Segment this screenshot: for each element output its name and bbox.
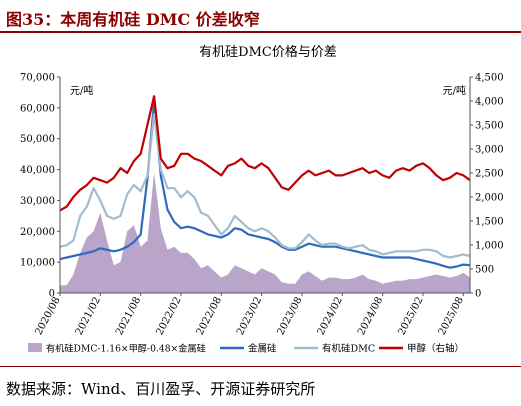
legend-label: 金属硅	[248, 343, 277, 355]
y-right-tick-label: 2,500	[475, 169, 504, 180]
legend-item-spread: 有机硅DMC-1.16×甲醇-0.48×金属硅	[28, 343, 206, 355]
source-rule	[0, 366, 521, 367]
y-right-tick-label: 1,500	[475, 217, 504, 228]
y-right-tick-label: 0	[475, 289, 481, 300]
y-right-tick-label: 2,000	[475, 193, 504, 204]
y-left-tick-label: 60,000	[20, 103, 55, 114]
tick-labels: 0 10,000 20,000 30,000 40,000 50,000 60,000 70,…	[20, 73, 504, 338]
y-right-tick-label: 3,000	[475, 145, 504, 156]
x-tick-label: 2023/08	[275, 295, 304, 337]
series-line-dmc	[59, 112, 471, 259]
x-tick-label: 2020/08	[33, 295, 62, 337]
series-line-methanol	[59, 95, 471, 212]
x-tick-label: 2023/02	[235, 295, 264, 337]
title-rule	[0, 31, 521, 33]
legend-label: 有机硅DMC-1.16×甲醇-0.48×金属硅	[46, 343, 206, 355]
y-left-tick-label: 40,000	[20, 165, 55, 176]
y-right-tick-label: 3,500	[475, 121, 504, 132]
area-layer	[60, 172, 470, 293]
y-left-tick-label: 20,000	[20, 227, 55, 238]
y-left-tick-label: 70,000	[20, 73, 55, 84]
x-tick-label: 2022/02	[154, 295, 183, 337]
chart: 有机硅DMC价格与价差 元/吨 元/吨 0 10,000 20,000 30,000 4…	[20, 44, 504, 355]
y-right-tick-label: 4,500	[475, 73, 504, 84]
y-left-tick-label: 50,000	[20, 134, 55, 145]
x-tick-label: 2025/08	[437, 295, 466, 337]
series-area-spread	[60, 172, 470, 293]
legend-item-methanol: 甲醇（右轴）	[379, 343, 464, 355]
legend-item-metal-silicon: 金属硅	[220, 343, 277, 355]
series-line-metal-silicon	[59, 100, 471, 269]
figure-label: 图35：	[6, 10, 61, 29]
figure-heading: 本周有机硅 DMC 价差收窄	[60, 10, 260, 29]
x-tick-label: 2025/02	[396, 295, 425, 337]
x-tick-label: 2021/08	[114, 295, 143, 337]
x-tick-label: 2022/08	[195, 295, 224, 337]
y-right-tick-label: 1,000	[475, 241, 504, 252]
legend-label: 甲醇（右轴）	[407, 343, 464, 355]
y-left-unit: 元/吨	[70, 84, 93, 97]
x-tick-label: 2024/02	[316, 295, 345, 337]
legend: 有机硅DMC-1.16×甲醇-0.48×金属硅 金属硅 有机硅DMC 甲醇（右轴）	[28, 343, 464, 355]
y-left-tick-label: 30,000	[20, 196, 55, 207]
axes	[57, 76, 473, 296]
source-note: 数据来源：Wind、百川盈孚、开源证券研究所	[6, 380, 316, 398]
x-tick-label: 2021/02	[74, 295, 103, 337]
y-right-tick-label: 500	[475, 265, 494, 276]
legend-label: 有机硅DMC	[322, 343, 375, 355]
figure-title: 图35：本周有机硅 DMC 价差收窄	[6, 6, 260, 30]
x-tick-label: 2024/08	[356, 295, 385, 337]
chart-title: 有机硅DMC价格与价差	[199, 44, 337, 60]
y-left-tick-label: 0	[49, 289, 55, 300]
y-left-tick-label: 10,000	[20, 258, 55, 269]
y-right-unit: 元/吨	[443, 84, 466, 97]
legend-item-dmc: 有机硅DMC	[294, 343, 375, 355]
legend-swatch	[28, 343, 42, 352]
y-right-tick-label: 4,000	[475, 97, 504, 108]
line-layer	[59, 95, 471, 269]
